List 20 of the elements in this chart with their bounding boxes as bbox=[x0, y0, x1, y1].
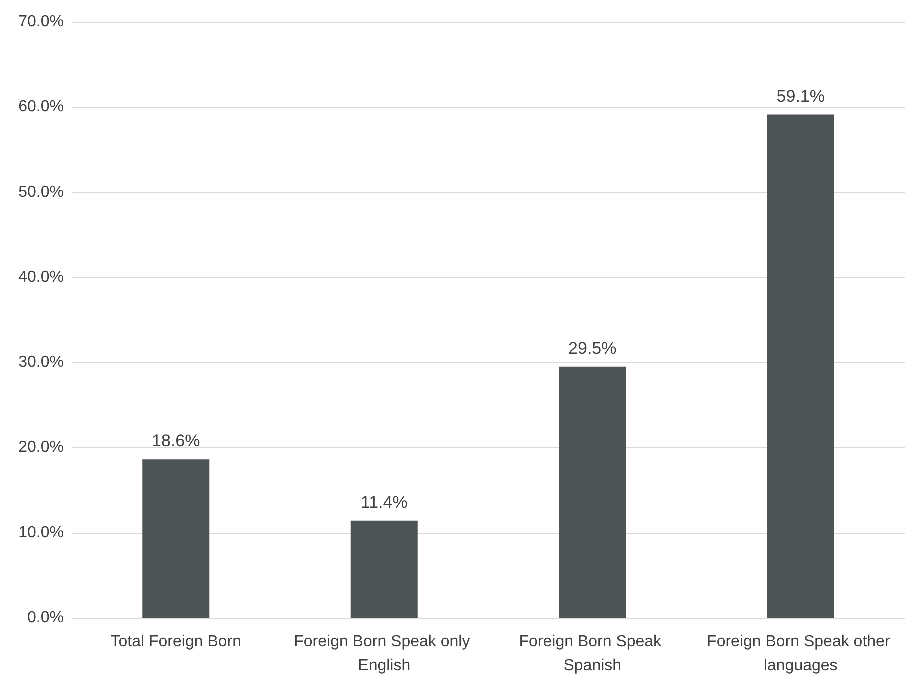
x-tick-label: Foreign Born Speak only English bbox=[294, 634, 475, 674]
y-tick-label: 0.0% bbox=[28, 610, 64, 626]
data-label: 59.1% bbox=[776, 86, 825, 106]
bar bbox=[767, 114, 834, 618]
y-tick-label: 30.0% bbox=[18, 354, 64, 372]
x-tick-label: Foreign Born Speak Spanish bbox=[519, 634, 666, 674]
y-tick-label: 70.0% bbox=[18, 14, 64, 30]
y-tick-label: 60.0% bbox=[18, 98, 64, 116]
data-label: 11.4% bbox=[360, 492, 408, 512]
data-label: 29.5% bbox=[568, 338, 617, 358]
data-label: 18.6% bbox=[152, 432, 200, 451]
bar bbox=[142, 460, 210, 618]
y-tick-label: 20.0% bbox=[18, 439, 64, 456]
bar bbox=[350, 520, 418, 618]
y-tick-label: 40.0% bbox=[18, 268, 64, 286]
x-tick-label: Total Foreign Born bbox=[110, 634, 242, 650]
bar bbox=[559, 366, 626, 618]
y-tick-label: 50.0% bbox=[18, 184, 64, 201]
y-tick-label: 10.0% bbox=[18, 524, 64, 542]
x-tick-label: Foreign Born Speak other languages bbox=[707, 634, 895, 674]
